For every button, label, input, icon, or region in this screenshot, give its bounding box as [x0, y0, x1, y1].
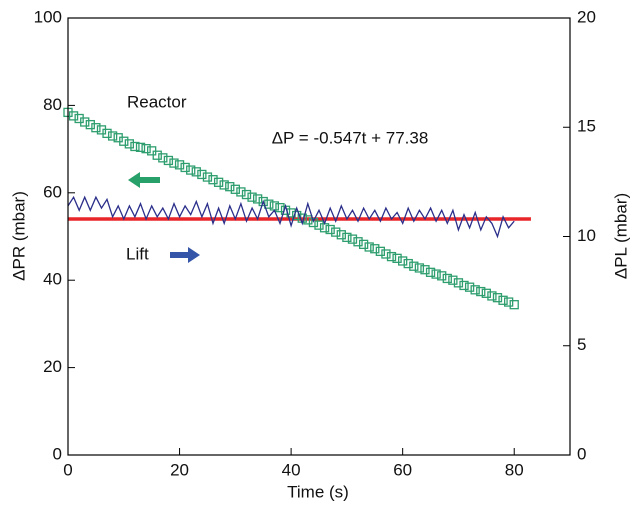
data-point	[448, 275, 458, 285]
y2-tick-label: 20	[577, 7, 596, 26]
data-point	[158, 153, 168, 163]
y2-tick-label: 5	[577, 335, 586, 354]
data-point	[191, 167, 201, 177]
x-tick-label: 0	[63, 460, 72, 479]
data-point	[425, 267, 436, 277]
data-point	[241, 189, 252, 200]
data-point	[252, 194, 263, 204]
data-point	[275, 203, 285, 213]
y-axis-label: ΔPR (mbar)	[9, 191, 28, 281]
data-point	[219, 180, 229, 190]
data-point	[325, 224, 335, 235]
data-point	[80, 117, 90, 127]
arrow-right	[170, 247, 200, 263]
data-point	[442, 273, 452, 284]
arrow-left	[128, 172, 160, 188]
data-point	[91, 123, 101, 133]
data-point	[68, 111, 79, 121]
data-point	[492, 293, 503, 303]
data-point	[107, 131, 118, 141]
y-tick-label: 100	[34, 7, 62, 26]
data-point	[124, 139, 135, 149]
data-point	[375, 246, 386, 257]
data-point	[174, 160, 185, 170]
data-point	[509, 300, 519, 310]
data-point	[420, 265, 430, 275]
data-point	[370, 244, 380, 254]
x-tick-label: 60	[393, 460, 412, 479]
y-tick-label: 80	[43, 95, 62, 114]
series-label: Reactor	[127, 92, 187, 111]
data-point	[476, 286, 486, 297]
x-axis-label: Time (s)	[287, 482, 349, 501]
y2-axis-label: ΔPL (mbar)	[611, 193, 630, 279]
data-point	[247, 192, 257, 202]
data-point	[230, 184, 240, 194]
data-point	[342, 232, 352, 243]
series-label: Lift	[126, 244, 149, 263]
y2-tick-label: 0	[577, 444, 586, 463]
data-point	[398, 256, 408, 266]
x-tick-label: 80	[505, 460, 524, 479]
data-point	[364, 242, 374, 252]
data-point	[470, 285, 480, 295]
x-tick-label: 40	[282, 460, 301, 479]
data-point	[392, 253, 402, 264]
data-point	[163, 155, 174, 166]
data-point	[437, 271, 447, 281]
data-point	[453, 278, 464, 288]
data-point	[180, 162, 190, 173]
data-point	[464, 282, 475, 292]
data-point	[292, 210, 302, 221]
data-point	[487, 291, 497, 301]
data-point	[208, 175, 218, 185]
data-point	[498, 295, 508, 305]
data-point	[225, 182, 235, 192]
y2-tick-label: 15	[577, 117, 596, 136]
data-point	[186, 165, 196, 175]
y-tick-label: 60	[43, 182, 62, 201]
data-point	[102, 128, 112, 139]
data-point	[403, 258, 413, 269]
data-point	[459, 280, 469, 291]
data-point	[409, 261, 419, 271]
data-point	[331, 227, 341, 237]
plot-frame	[67, 17, 571, 456]
data-point	[135, 142, 146, 153]
data-point	[152, 150, 162, 160]
data-line	[67, 195, 515, 239]
data-point	[202, 172, 213, 182]
y-tick-label: 0	[53, 444, 62, 463]
data-point	[130, 141, 140, 152]
data-point	[308, 217, 319, 228]
data-point	[353, 237, 363, 247]
data-point	[336, 230, 346, 240]
data-point	[358, 239, 369, 250]
x-tick-label: 20	[170, 460, 189, 479]
data-point	[347, 234, 358, 244]
data-point	[481, 288, 491, 298]
data-point	[85, 119, 95, 130]
data-point	[381, 249, 391, 259]
y2-tick-label: 10	[577, 226, 596, 245]
data-point	[197, 169, 207, 180]
data-point	[503, 297, 514, 307]
data-point	[236, 187, 246, 197]
data-point	[386, 251, 397, 262]
data-point	[141, 144, 151, 154]
data-point	[431, 269, 441, 279]
data-point	[314, 220, 324, 230]
equation-annotation: ΔP = -0.547t + 77.38	[272, 128, 429, 147]
y-tick-label: 20	[43, 357, 62, 376]
y-tick-label: 40	[43, 270, 62, 289]
data-point	[213, 177, 224, 187]
data-point	[258, 196, 268, 207]
data-point	[169, 158, 179, 168]
data-point	[119, 136, 129, 146]
data-point	[414, 263, 425, 273]
